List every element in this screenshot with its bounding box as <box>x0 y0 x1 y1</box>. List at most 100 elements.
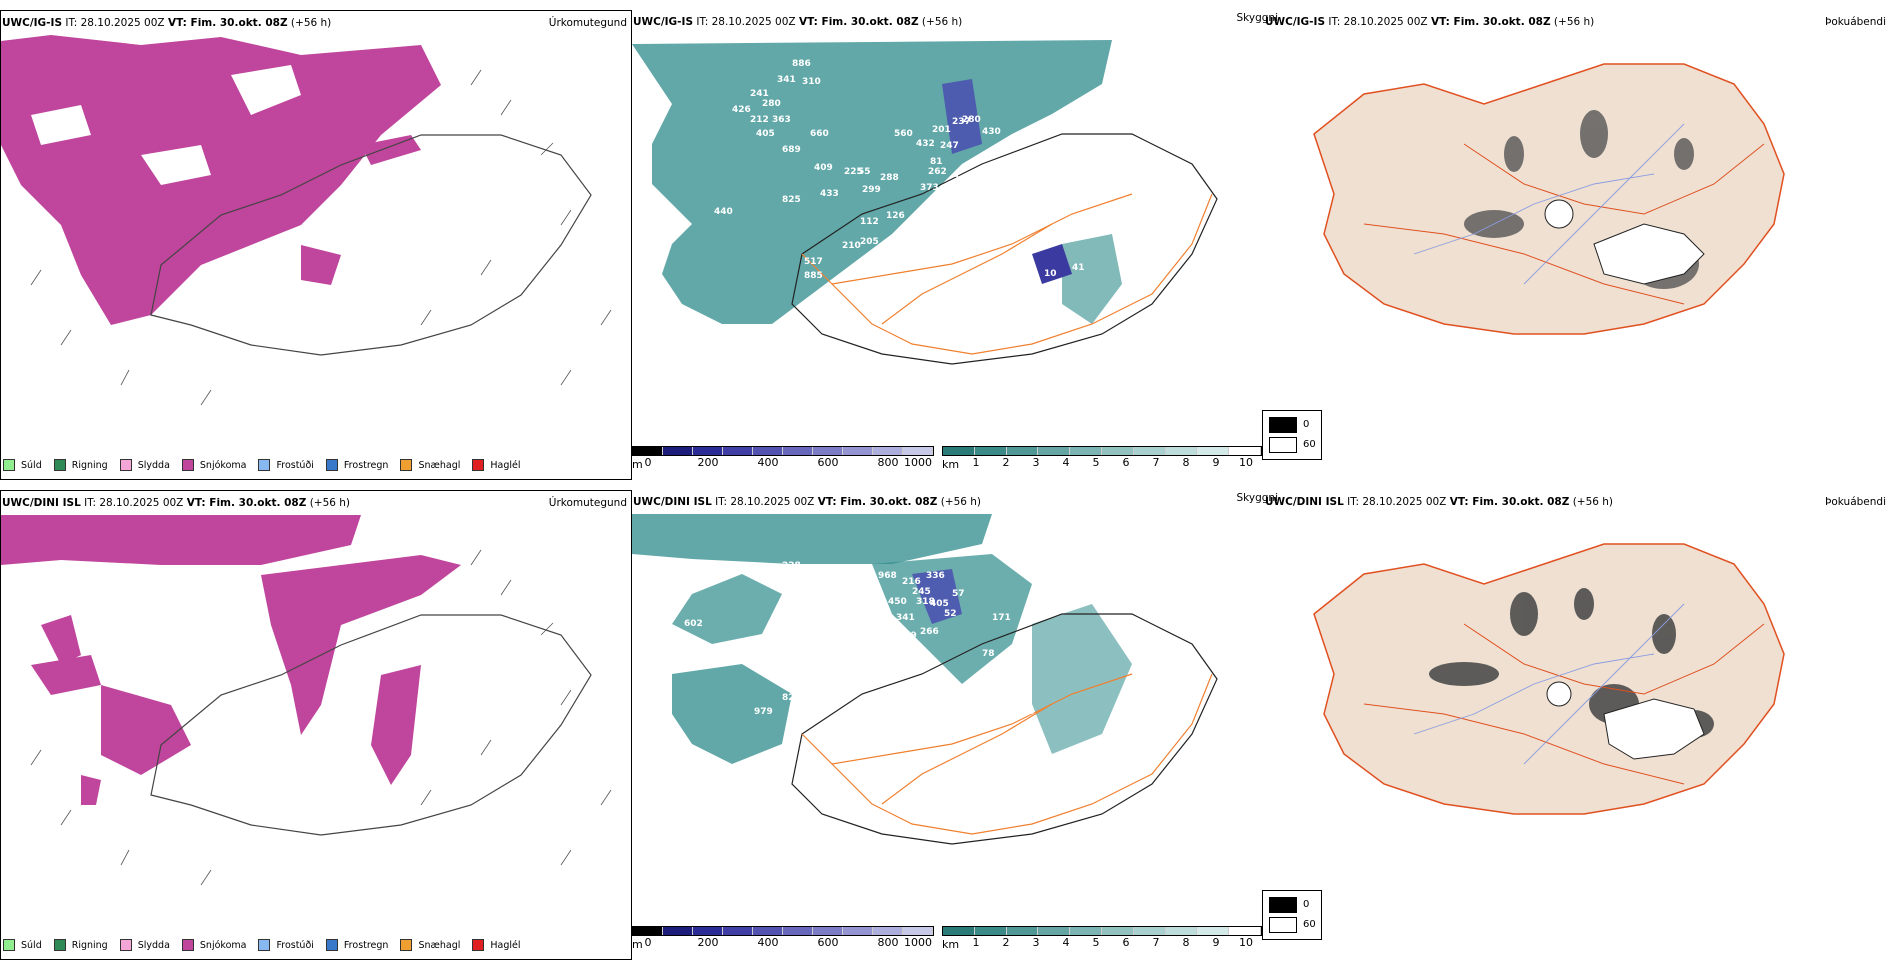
visibility-value-label: 517 <box>804 257 823 267</box>
forecast-row-bottom: UWC/DINI ISL IT: 28.10.2025 00Z VT: Fim.… <box>0 490 1900 960</box>
visibility-panel: UWC/DINI ISL IT: 28.10.2025 00Z VT: Fim.… <box>632 490 1278 960</box>
legend-item: Frostúði <box>258 459 314 471</box>
visibility-value-label: 179 <box>962 695 981 705</box>
visibility-value-label: 409 <box>814 163 833 173</box>
visibility-value-label: 336 <box>926 571 945 581</box>
visibility-value-label: 28 <box>1042 577 1055 587</box>
precip-type-panel: UWC/DINI ISL IT: 28.10.2025 00Z VT: Fim.… <box>0 490 632 960</box>
visibility-value-label: 57 <box>952 589 965 599</box>
m-colorbar-gradient <box>632 446 934 456</box>
visibility-value-label: 341 <box>896 613 915 623</box>
visibility-value-label: 245 <box>912 587 931 597</box>
visibility-value-label: 95 <box>978 187 991 197</box>
m-colorbar-ticks: 0 200 400 600 800 1000 <box>644 936 933 949</box>
visibility-value-label: 86 <box>818 707 831 717</box>
precip-type-panel: UWC/IG-IS IT: 28.10.2025 00Z VT: Fim. 30… <box>0 10 632 480</box>
visibility-value-label: 450 <box>888 597 907 607</box>
panel-title: UWC/IG-IS IT: 28.10.2025 00Z VT: Fim. 30… <box>2 17 332 29</box>
km-colorbar-gradient <box>942 926 1262 936</box>
km-colorbar: 1 2 3 4 5 6 7 8 9 10 <box>942 926 1262 950</box>
precip-map <box>1 35 612 406</box>
legend-item: Rigning <box>53 459 108 471</box>
fog-scale-light <box>1269 917 1297 933</box>
visibility-value-label: 432 <box>916 139 935 149</box>
legend-swatch <box>325 939 338 951</box>
visibility-value-label: 373 <box>920 183 939 193</box>
visibility-value-label: 885 <box>804 271 823 281</box>
panel-title: UWC/IG-IS IT: 28.10.2025 00Z VT: Fim. 30… <box>633 16 963 28</box>
legend-item: Snjókoma <box>181 459 246 471</box>
visibility-value-label: 225 <box>844 167 863 177</box>
km-scale-unit: km <box>942 938 960 951</box>
visibility-value-label: 52 <box>944 609 957 619</box>
visibility-value-label: 111 <box>966 193 985 203</box>
m-colorbar: 0 200 400 600 800 1000 <box>632 446 934 470</box>
visibility-value-label: 262 <box>928 167 947 177</box>
km-colorbar: 1 2 3 4 5 6 7 8 9 10 <box>942 446 1262 470</box>
fog-map <box>1313 63 1785 335</box>
precip-legend: Súld Rigning Slydda Snjókoma Frostúði Fr… <box>3 935 529 955</box>
km-scale-unit: km <box>942 458 960 471</box>
visibility-value-label: 968 <box>878 571 897 581</box>
panel-title: UWC/DINI ISL IT: 28.10.2025 00Z VT: Fim.… <box>1265 496 1614 508</box>
fog-scale-dark <box>1269 897 1297 913</box>
fog-scale-box: 0 60 <box>1262 410 1322 460</box>
legend-item: Súld <box>3 939 42 951</box>
visibility-value-label: 318 <box>916 597 935 607</box>
visibility-value-label: 55 <box>858 167 871 177</box>
panel-variable: Skyggni <box>1236 12 1279 24</box>
visibility-value-label: 734 <box>798 711 817 721</box>
visibility-value-label: 201 <box>932 125 951 135</box>
legend-item: Rigning <box>53 939 108 951</box>
visibility-value-label: 299 <box>862 185 881 195</box>
m-colorbar-gradient <box>632 926 934 936</box>
visibility-value-label: 212 <box>750 115 769 125</box>
fog-scale-light <box>1269 437 1297 453</box>
visibility-value-label: 112 <box>860 217 879 227</box>
visibility-value-label: 743 <box>790 575 809 585</box>
legend-swatch <box>3 459 15 471</box>
visibility-value-label: 822 <box>782 693 801 703</box>
fog-map <box>1313 543 1785 815</box>
visibility-value-label: 216 <box>902 577 921 587</box>
visibility-value-label: 205 <box>860 237 879 247</box>
visibility-value-label: 280 <box>962 115 981 125</box>
visibility-value-label: 660 <box>810 129 829 139</box>
legend-swatch <box>258 939 271 951</box>
visibility-value-label: 131 <box>954 175 973 185</box>
visibility-value-label: 10 <box>1044 269 1057 279</box>
legend-item: Snjókoma <box>181 939 246 951</box>
visibility-value-label: 341 <box>777 75 796 85</box>
legend-item: Snæhagl <box>400 459 460 471</box>
visibility-value-label: 126 <box>886 211 905 221</box>
legend-swatch <box>258 459 271 471</box>
panel-variable: Úrkomutegund <box>548 497 627 509</box>
legend-swatch <box>325 459 338 471</box>
visibility-value-label: 247 <box>940 141 959 151</box>
precip-legend: Súld Rigning Slydda Snjókoma Frostúði Fr… <box>3 455 529 475</box>
visibility-value-label: 560 <box>894 129 913 139</box>
m-scale-unit: m <box>632 938 643 951</box>
visibility-value-label: 886 <box>792 59 811 69</box>
km-colorbar-ticks: 1 2 3 4 5 6 7 8 9 10 <box>972 456 1254 469</box>
visibility-value-label: 241 <box>750 89 769 99</box>
precip-map <box>1 515 612 886</box>
legend-swatch <box>181 459 194 471</box>
visibility-value-label: 310 <box>802 77 821 87</box>
legend-item: Slydda <box>119 459 170 471</box>
visibility-value-label: 81 <box>930 157 943 167</box>
legend-swatch <box>181 939 194 951</box>
fog-index-panel: UWC/IG-IS IT: 28.10.2025 00Z VT: Fim. 30… <box>1264 10 1900 480</box>
visibility-value-label: 409 <box>892 687 911 697</box>
visibility-value-label: 530 <box>778 665 797 675</box>
legend-item: Haglél <box>472 939 521 951</box>
visibility-value-label: 120 <box>888 237 907 247</box>
fog-scale-dark <box>1269 417 1297 433</box>
legend-swatch <box>472 939 485 951</box>
legend-swatch <box>400 939 413 951</box>
legend-item: Haglél <box>472 459 521 471</box>
forecast-row-top: UWC/IG-IS IT: 28.10.2025 00Z VT: Fim. 30… <box>0 10 1900 480</box>
